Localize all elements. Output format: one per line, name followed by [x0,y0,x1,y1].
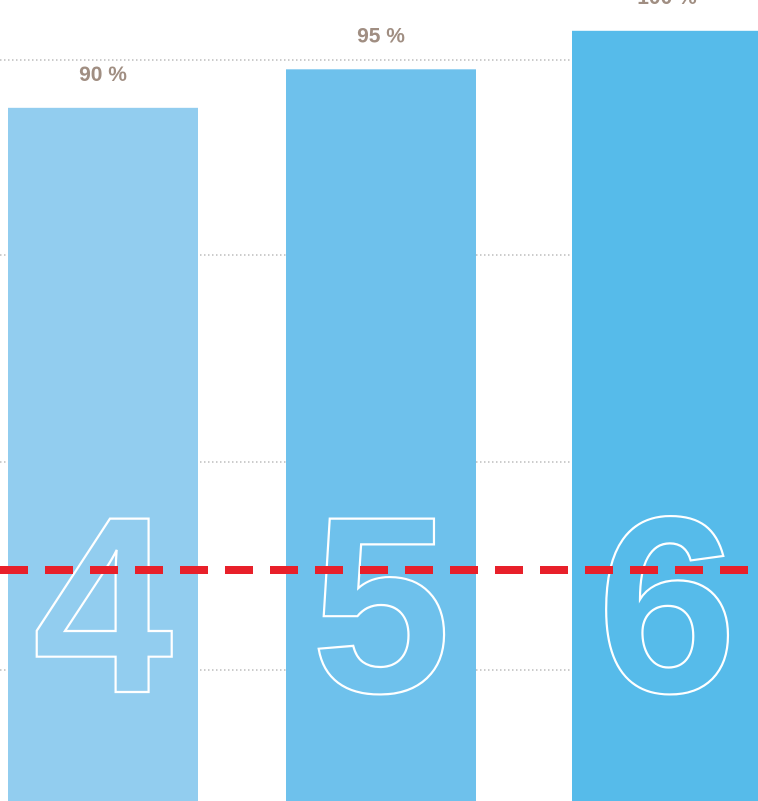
bars [8,30,758,801]
value-label-6: 100 % [637,0,697,9]
bar-6 [572,30,758,801]
value-label-5: 95 % [357,24,405,47]
category-numeral-6: 6 [597,465,737,746]
bar-4 [8,107,198,801]
category-numeral-4: 4 [33,465,173,746]
value-label-4: 90 % [79,63,127,86]
value-labels: 90 % 95 % 100 % [79,0,697,86]
bar-5 [286,69,476,801]
category-numeral-5: 5 [311,465,451,746]
